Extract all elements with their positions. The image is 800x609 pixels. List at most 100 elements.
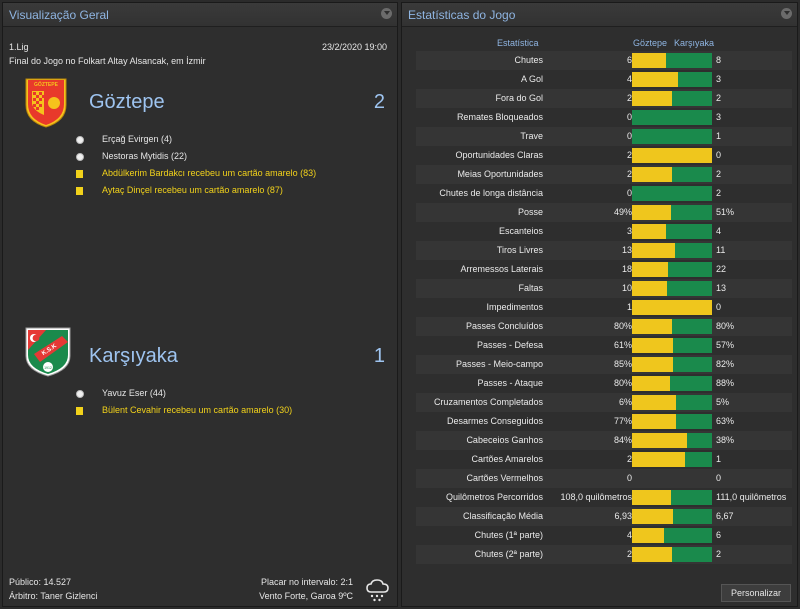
stats-header: Estatísticas do Jogo [402, 3, 797, 27]
customize-button[interactable]: Personalizar [721, 584, 791, 602]
halftime-score: Placar no intervalo: 2:1 [260, 577, 353, 587]
panel-menu-icon[interactable] [381, 8, 392, 19]
stat-name: Tiros Livres [496, 245, 543, 255]
stat-name: Chutes (1ª parte) [474, 530, 543, 540]
stat-home-value: 108,0 quilômetros [560, 492, 632, 502]
away-bar [632, 129, 712, 144]
away-bar [632, 186, 712, 201]
stat-row: Cabeceios Ganhos 84% 38% [416, 431, 792, 450]
ball-icon [76, 136, 84, 144]
stat-row: Remates Bloqueados 0 3 [416, 108, 792, 127]
stat-home-value: 2 [626, 93, 632, 103]
away-bar [666, 53, 712, 68]
stat-away-value: 2 [716, 188, 722, 198]
stat-away-value: 5% [716, 397, 730, 407]
stat-bar [632, 72, 712, 87]
stat-home-value: 6,93 [614, 511, 632, 521]
stat-away-value: 6 [716, 530, 722, 540]
away-bar [671, 205, 712, 220]
stat-bar [632, 53, 712, 68]
stat-name: Chutes [514, 55, 543, 65]
home-bar [632, 338, 673, 353]
stat-home-value: 6 [626, 55, 632, 65]
stat-bar [632, 167, 712, 182]
stat-away-value: 1 [716, 454, 722, 464]
column-header-stat[interactable]: Estatística [497, 38, 539, 48]
stat-bar [632, 186, 712, 201]
stat-row: Tiros Livres 13 11 [416, 241, 792, 260]
stat-home-value: 85% [613, 359, 632, 369]
stat-home-value: 13 [621, 245, 632, 255]
home-bar [632, 452, 685, 467]
event-text[interactable]: Nestoras Mytidis (22) [102, 151, 188, 161]
stat-bar [632, 300, 712, 315]
column-header-home[interactable]: Göztepe [633, 38, 668, 48]
event-text[interactable]: Yavuz Eser (44) [102, 388, 166, 398]
away-team-name[interactable]: Karşıyaka [89, 345, 178, 367]
stat-row: Cartões Amarelos 2 1 [416, 450, 792, 469]
stats-title: Estatísticas do Jogo [408, 8, 516, 22]
attendance: Público: 14.527 [9, 577, 72, 587]
stat-row: Chutes (2ª parte) 2 2 [416, 545, 792, 564]
home-bar [632, 167, 672, 182]
away-bar [672, 91, 712, 106]
stat-bar [632, 262, 712, 277]
stat-away-value: 82% [716, 359, 735, 369]
stat-home-value: 0 [626, 188, 632, 198]
stat-away-value: 1 [716, 131, 722, 141]
stat-name: Cartões Vermelhos [466, 473, 543, 483]
away-bar [632, 110, 712, 125]
stat-away-value: 0 [716, 473, 722, 483]
event-text[interactable]: Bülent Cevahir recebeu um cartão amarelo… [102, 405, 293, 415]
stat-home-value: 2 [626, 150, 632, 160]
event-text[interactable]: Abdülkerim Bardakcı recebeu um cartão am… [102, 168, 317, 178]
stat-away-value: 11 [716, 245, 726, 255]
stat-bar [632, 452, 712, 467]
stat-name: Cartões Amarelos [471, 454, 543, 464]
stat-bar [632, 490, 712, 505]
cloud-rain-icon [366, 579, 389, 602]
stat-bar [632, 281, 712, 296]
stat-name: Cabeceios Ganhos [466, 435, 543, 445]
stat-name: Passes Concluídos [465, 321, 543, 331]
stat-name: Escanteios [498, 226, 543, 236]
referee[interactable]: Árbitro: Taner Gizlenci [9, 591, 98, 601]
stat-bar [632, 414, 712, 429]
away-bar [687, 433, 712, 448]
away-bar [668, 262, 712, 277]
stat-home-value: 3 [626, 226, 632, 236]
stat-row: Passes Concluídos 80% 80% [416, 317, 792, 336]
stat-row: Oportunidades Claras 2 0 [416, 146, 792, 165]
home-bar [632, 243, 675, 258]
stat-bar [632, 224, 712, 239]
stat-name: Trave [520, 131, 543, 141]
stat-bar [632, 243, 712, 258]
stat-home-value: 0 [626, 131, 632, 141]
home-team-name[interactable]: Göztepe [89, 91, 165, 113]
event-text[interactable]: Aytaç Dinçel recebeu um cartão amarelo (… [102, 185, 283, 195]
stat-away-value: 111,0 quilômetros [716, 492, 787, 502]
stat-row: Desarmes Conseguidos 77% 63% [416, 412, 792, 431]
stat-name: Remates Bloqueados [456, 112, 543, 122]
stat-away-value: 88% [716, 378, 735, 388]
stat-bar [632, 148, 712, 163]
panel-menu-icon[interactable] [781, 8, 792, 19]
stat-home-value: 6% [618, 397, 632, 407]
stat-home-value: 10 [621, 283, 632, 293]
stat-home-value: 77% [613, 416, 632, 426]
stat-home-value: 84% [613, 435, 632, 445]
stat-row: Fora do Gol 2 2 [416, 89, 792, 108]
stat-name: Oportunidades Claras [455, 150, 543, 160]
column-header-away[interactable]: Karşıyaka [674, 38, 715, 48]
stat-row: Cruzamentos Completados 6% 5% [416, 393, 792, 412]
event-text[interactable]: Erçağ Evirgen (4) [102, 134, 173, 144]
stat-row: Escanteios 3 4 [416, 222, 792, 241]
away-bar [666, 224, 712, 239]
stat-bar [632, 395, 712, 410]
stat-name: Meias Oportunidades [457, 169, 543, 179]
away-bar [673, 338, 712, 353]
home-bar [632, 414, 676, 429]
home-bar [632, 53, 666, 68]
home-event-2: Abdülkerim Bardakcı recebeu um cartão am… [76, 168, 386, 182]
stat-away-value: 3 [716, 74, 722, 84]
